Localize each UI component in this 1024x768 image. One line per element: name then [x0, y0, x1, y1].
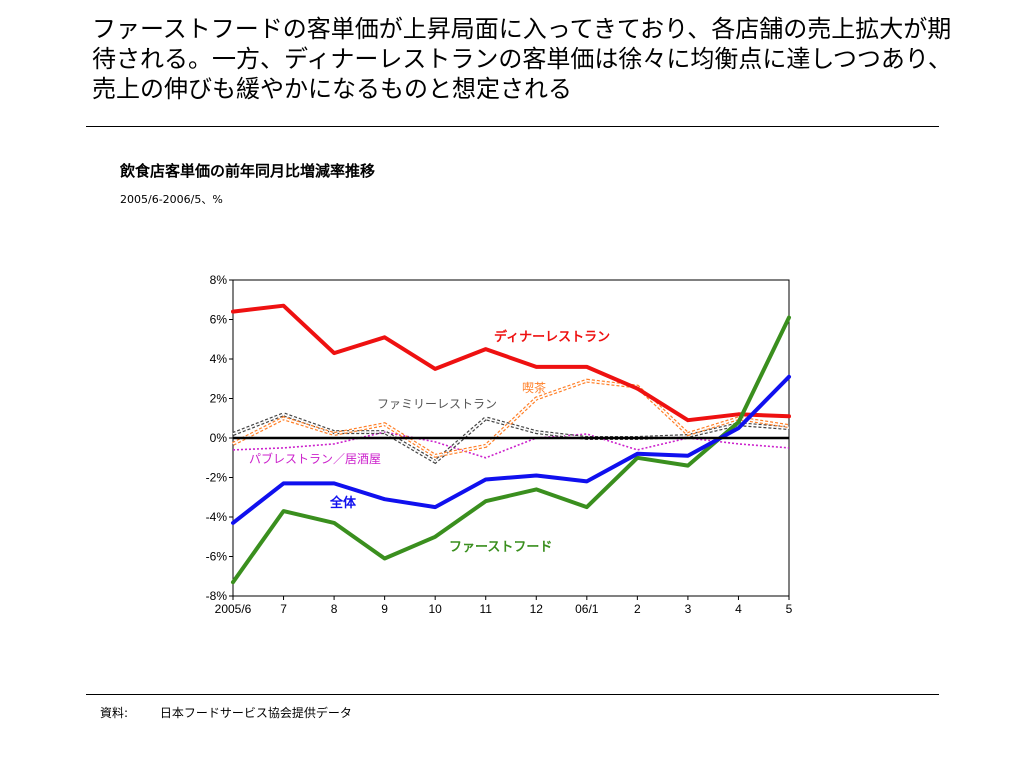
y-tick-label: 0% [210, 431, 228, 445]
x-tick-label: 9 [381, 602, 388, 616]
series-label-0: ディナーレストラン [494, 329, 610, 345]
series-label-5: ファーストフード [449, 540, 552, 555]
series-line-0 [231, 303, 791, 423]
source-note: 資料: 日本フードサービス協会提供データ [100, 704, 352, 721]
header-divider [86, 126, 939, 127]
x-tick-label: 7 [280, 602, 287, 616]
series-line-1-inner [232, 379, 790, 457]
series-label-1: 喫茶 [522, 380, 546, 395]
x-tick-label: 10 [429, 602, 443, 616]
source-text: 日本フードサービス協会提供データ [159, 706, 352, 720]
x-tick-label: 8 [331, 602, 338, 616]
series-label-2: ファミリーレストラン [377, 397, 497, 411]
footer-divider [86, 694, 939, 695]
x-tick-label: 2005/6 [215, 602, 252, 616]
y-tick-label: 6% [210, 313, 228, 327]
series-line-4 [231, 374, 791, 525]
series-label-4: 全体 [329, 495, 357, 511]
x-tick-label: 11 [479, 602, 492, 616]
y-tick-label: -4% [206, 510, 228, 524]
x-tick-label: 4 [735, 602, 742, 616]
y-tick-label: 8% [210, 273, 228, 287]
y-tick-label: 4% [210, 352, 228, 366]
chart-subtitle: 2005/6-2006/5、% [120, 193, 223, 206]
x-tick-label: 5 [786, 602, 793, 616]
y-tick-label: -6% [206, 550, 228, 564]
y-tick-label: -8% [206, 589, 228, 603]
series-label-3: パブレストラン／居酒屋 [249, 451, 381, 466]
x-tick-label: 06/1 [575, 602, 599, 616]
x-tick-label: 2 [634, 602, 641, 616]
page-headline: ファーストフードの客単価が上昇局面に入ってきており、各店舗の売上拡大が期待される… [92, 15, 952, 103]
chart-title: 飲食店客単価の前年同月比増減率推移 [120, 162, 376, 180]
series-line-5 [231, 315, 791, 585]
source-label: 資料: [100, 706, 129, 720]
y-tick-label: 2% [210, 392, 228, 406]
x-tick-label: 12 [530, 602, 544, 616]
series-line-2-inner [232, 413, 790, 463]
x-tick-label: 3 [685, 602, 692, 616]
y-tick-label: -2% [206, 471, 228, 485]
